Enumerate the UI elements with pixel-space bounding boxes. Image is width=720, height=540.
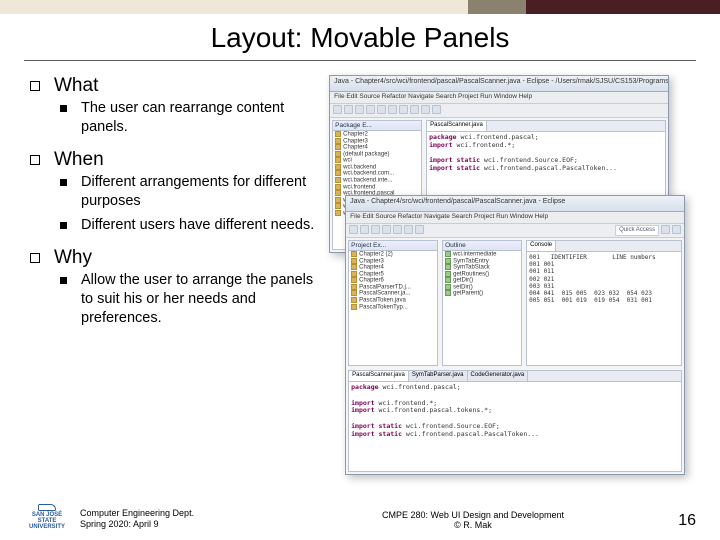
ide1-menubar: File Edit Source Refactor Navigate Searc…	[330, 92, 668, 104]
top-accent-bar	[0, 0, 720, 14]
ide1-toolbar	[330, 104, 668, 118]
ide-screenshots: Java - Chapter4/src/wci/frontend/pascal/…	[329, 75, 698, 481]
sjsu-logo: SAN JOSÉ STATE UNIVERSITY	[24, 504, 70, 530]
bullet-content: WhatThe user can rearrange content panel…	[30, 75, 329, 481]
ide1-titlebar: Java - Chapter4/src/wci/frontend/pascal/…	[330, 76, 668, 92]
page-number: 16	[656, 512, 696, 530]
ide2-project-tree: Project Ex... Chapter2 (2)Chapter3Chapte…	[348, 240, 438, 366]
ide2-titlebar: Java - Chapter4/src/wci/frontend/pascal/…	[346, 196, 684, 212]
ide2-menubar: File Edit Source Refactor Navigate Searc…	[346, 212, 684, 224]
footer-left: Computer Engineering Dept. Spring 2020: …	[80, 508, 290, 530]
ide2-editor: PascalScanner.javaSymTabParser.javaCodeG…	[348, 370, 682, 472]
ide-window-2: Java - Chapter4/src/wci/frontend/pascal/…	[345, 195, 685, 475]
slide-title: Layout: Movable Panels	[0, 14, 720, 60]
footer-center: CMPE 280: Web UI Design and Development …	[290, 510, 656, 530]
slide-footer: SAN JOSÉ STATE UNIVERSITY Computer Engin…	[0, 504, 720, 530]
ide2-console: Console 001 IDENTIFIER LINE numbers 001 …	[526, 240, 682, 366]
ide2-outline: Outline wci.intermediateSymTabEntrySymTa…	[442, 240, 522, 366]
ide2-toolbar: Quick Access	[346, 224, 684, 238]
